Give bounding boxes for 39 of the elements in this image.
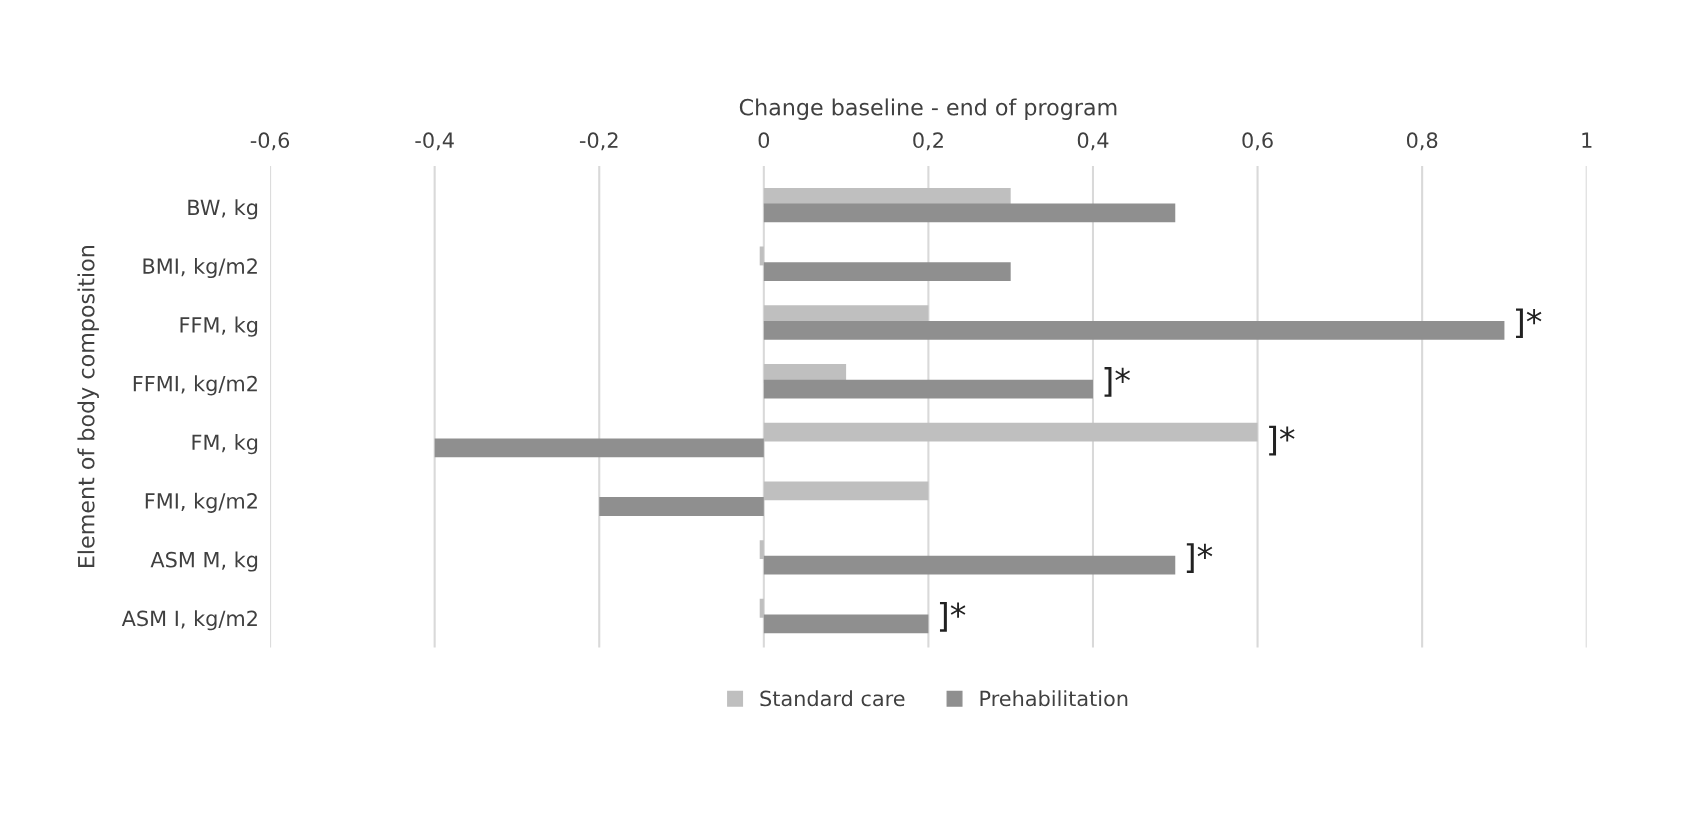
annotation: ]* (1104, 367, 1130, 397)
y-axis-title: Element of body composition (77, 246, 99, 568)
x-tick-label: 0,6 (1242, 132, 1273, 151)
annotation: ]* (1186, 543, 1213, 573)
y-tick-label: FM, kg (192, 434, 258, 455)
y-tick-label: FFMI, kg/m2 (133, 375, 257, 396)
x-tick-label: 0,4 (1077, 132, 1109, 151)
y-tick-label: BMI, kg/m2 (143, 257, 257, 279)
x-tick-label: 0,8 (1406, 132, 1438, 151)
bar (759, 246, 764, 266)
annotation: ]* (1269, 425, 1295, 456)
x-tick-label: -0,6 (250, 132, 290, 151)
bar (759, 540, 764, 559)
bar (763, 422, 1258, 442)
bar (599, 497, 764, 516)
x-tick-label: -0,4 (415, 132, 454, 151)
bar (763, 203, 1176, 223)
y-tick-label: ASM M, kg (150, 551, 258, 572)
bar (763, 379, 1093, 399)
y-tick-label: BW, kg (188, 199, 258, 220)
x-axis-title: Change baseline - end of program (739, 98, 1117, 120)
annotation: ]* (1516, 308, 1542, 339)
x-tick-label: 1 (1582, 132, 1592, 148)
x-tick-label: 0,2 (913, 132, 943, 151)
x-tick-label: 0 (758, 132, 770, 149)
x-tick-label: -0,2 (579, 132, 618, 151)
y-tick-label: ASM I, kg/m2 (121, 610, 257, 631)
bar (759, 598, 764, 618)
y-tick-label: FFM, kg (180, 316, 258, 337)
legend-label: Prehabilitation (980, 690, 1128, 707)
bar (763, 320, 1505, 340)
bar (763, 614, 929, 634)
bar (434, 438, 764, 458)
bar (763, 555, 1176, 575)
bar (763, 481, 929, 501)
y-tick-label: FMI, kg/m2 (145, 492, 257, 513)
legend-label: Standard care (760, 690, 905, 707)
bar (763, 262, 1011, 282)
annotation: ]* (939, 601, 966, 632)
